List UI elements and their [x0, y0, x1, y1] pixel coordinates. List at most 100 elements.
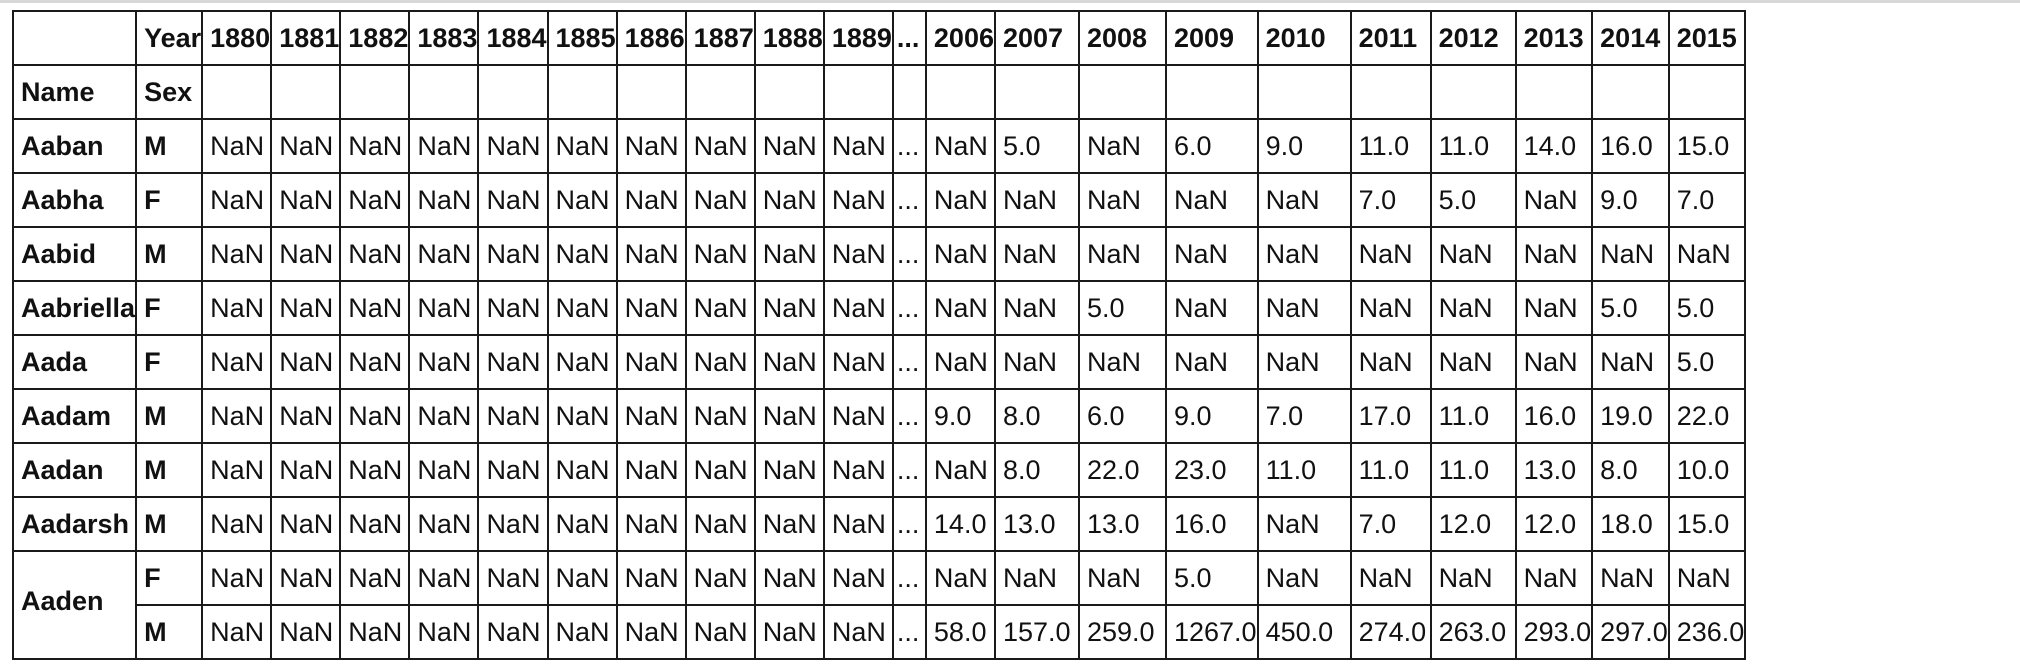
value-cell: 11.0: [1429, 388, 1517, 444]
ellipsis-cell: ...: [891, 226, 927, 282]
value-cell: NaN: [546, 442, 618, 498]
corner-cell: [11, 10, 138, 66]
empty-header-cell: [684, 64, 756, 120]
empty-header-cell: [822, 64, 894, 120]
column-header-ellipsis: ...: [891, 10, 927, 66]
value-cell: NaN: [753, 118, 825, 174]
value-cell: NaN: [408, 118, 480, 174]
value-cell: 15.0: [1667, 496, 1747, 552]
value-cell: NaN: [1256, 280, 1352, 336]
value-cell: NaN: [822, 118, 894, 174]
row-sex: M: [135, 388, 204, 444]
index-name-sex: Sex: [135, 64, 204, 120]
row-sex: M: [135, 604, 204, 660]
value-cell: NaN: [822, 388, 894, 444]
row-name: Aaban: [11, 118, 138, 174]
value-cell: NaN: [339, 226, 411, 282]
table-row: Aabha F NaN NaN NaN NaN NaN NaN NaN NaN NaN NaN... N…: [11, 172, 1747, 228]
table-row: Aaban M NaN NaN NaN NaN NaN NaN NaN NaN NaN NaN... N…: [11, 118, 1747, 174]
empty-header-cell: [270, 64, 342, 120]
column-header-2008: 2008: [1077, 10, 1167, 66]
value-cell: NaN: [477, 226, 549, 282]
value-cell: NaN: [201, 118, 273, 174]
value-cell: NaN: [477, 172, 549, 228]
empty-header-cell: [924, 64, 996, 120]
value-cell: 7.0: [1349, 496, 1432, 552]
value-cell: 6.0: [1077, 388, 1167, 444]
value-cell: NaN: [684, 334, 756, 390]
value-cell: NaN: [924, 226, 996, 282]
value-cell: NaN: [201, 496, 273, 552]
value-cell: NaN: [1164, 172, 1259, 228]
value-cell: NaN: [993, 226, 1080, 282]
value-cell: 11.0: [1429, 442, 1517, 498]
value-cell: NaN: [615, 280, 687, 336]
value-cell: 5.0: [993, 118, 1080, 174]
value-cell: NaN: [822, 280, 894, 336]
value-cell: NaN: [408, 442, 480, 498]
value-cell: 12.0: [1429, 496, 1517, 552]
value-cell: NaN: [1429, 334, 1517, 390]
value-cell: 10.0: [1667, 442, 1747, 498]
row-name: Aadam: [11, 388, 138, 444]
value-cell: 5.0: [1077, 280, 1167, 336]
value-cell: 16.0: [1591, 118, 1670, 174]
value-cell: NaN: [684, 280, 756, 336]
value-cell: NaN: [1514, 334, 1594, 390]
value-cell: 9.0: [1164, 388, 1259, 444]
value-cell: 6.0: [1164, 118, 1259, 174]
column-header-1883: 1883: [408, 10, 480, 66]
value-cell: NaN: [1429, 226, 1517, 282]
value-cell: NaN: [822, 496, 894, 552]
value-cell: NaN: [477, 280, 549, 336]
value-cell: 13.0: [993, 496, 1080, 552]
value-cell: 11.0: [1349, 442, 1432, 498]
value-cell: NaN: [1256, 226, 1352, 282]
column-header-2006: 2006: [924, 10, 996, 66]
ellipsis-cell: ...: [891, 496, 927, 552]
value-cell: NaN: [753, 172, 825, 228]
value-cell: 13.0: [1514, 442, 1594, 498]
value-cell: NaN: [1256, 334, 1352, 390]
value-cell: NaN: [1514, 550, 1594, 606]
value-cell: 5.0: [1667, 280, 1747, 336]
value-cell: NaN: [546, 496, 618, 552]
value-cell: NaN: [201, 280, 273, 336]
value-cell: NaN: [1256, 496, 1352, 552]
value-cell: 274.0: [1349, 604, 1432, 660]
value-cell: 23.0: [1164, 442, 1259, 498]
column-header-2009: 2009: [1164, 10, 1259, 66]
columns-name: Year: [135, 10, 204, 66]
value-cell: NaN: [615, 118, 687, 174]
empty-header-cell: [1256, 64, 1352, 120]
value-cell: NaN: [924, 118, 996, 174]
table-row: Aabid M NaN NaN NaN NaN NaN NaN NaN NaN NaN NaN... N…: [11, 226, 1747, 282]
empty-header-cell: [477, 64, 549, 120]
row-name: Aabriella: [11, 280, 138, 336]
value-cell: NaN: [270, 388, 342, 444]
value-cell: NaN: [408, 334, 480, 390]
empty-header-cell: [615, 64, 687, 120]
value-cell: NaN: [546, 226, 618, 282]
value-cell: NaN: [615, 388, 687, 444]
column-header-2013: 2013: [1514, 10, 1594, 66]
value-cell: 12.0: [1514, 496, 1594, 552]
value-cell: NaN: [408, 172, 480, 228]
table-row: Aada F NaN NaN NaN NaN NaN NaN NaN NaN NaN NaN... Na…: [11, 334, 1747, 390]
value-cell: 5.0: [1429, 172, 1517, 228]
value-cell: NaN: [1514, 172, 1594, 228]
value-cell: NaN: [339, 604, 411, 660]
ellipsis-cell: ...: [891, 388, 927, 444]
row-name: Aada: [11, 334, 138, 390]
value-cell: 17.0: [1349, 388, 1432, 444]
value-cell: 5.0: [1591, 280, 1670, 336]
value-cell: 14.0: [924, 496, 996, 552]
value-cell: NaN: [753, 496, 825, 552]
value-cell: 236.0: [1667, 604, 1747, 660]
value-cell: NaN: [993, 334, 1080, 390]
value-cell: 15.0: [1667, 118, 1747, 174]
column-header-2011: 2011: [1349, 10, 1432, 66]
row-name: Aaden: [11, 550, 138, 660]
value-cell: NaN: [201, 226, 273, 282]
value-cell: NaN: [1256, 172, 1352, 228]
